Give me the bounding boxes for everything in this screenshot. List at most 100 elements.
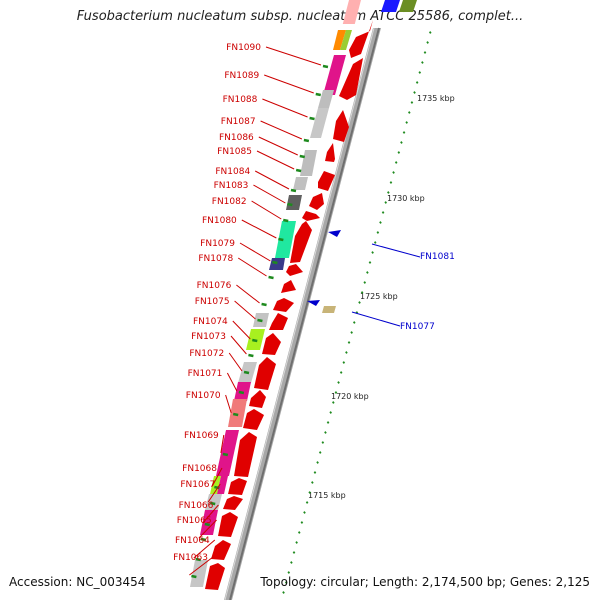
gene-label-fn1063[interactable]: FN1063 bbox=[173, 553, 208, 563]
gene-arrow[interactable] bbox=[318, 171, 335, 191]
gene-label-fn1075[interactable]: FN1075 bbox=[195, 297, 230, 307]
label-connector bbox=[230, 335, 247, 355]
gene-bar[interactable] bbox=[300, 150, 317, 176]
scale-tick bbox=[329, 411, 332, 414]
gene-bar[interactable] bbox=[399, 0, 417, 12]
gene-mark bbox=[195, 557, 202, 562]
gene-arrow[interactable] bbox=[218, 512, 238, 537]
gene-arrow[interactable] bbox=[223, 496, 243, 510]
gene-bar[interactable] bbox=[340, 30, 352, 50]
label-connector bbox=[234, 300, 256, 320]
gene-arrow[interactable] bbox=[273, 298, 294, 312]
scale-tick bbox=[410, 101, 414, 104]
gene-bar[interactable] bbox=[217, 476, 228, 494]
scale-tick bbox=[313, 471, 317, 474]
gene-bar[interactable] bbox=[342, 0, 361, 24]
gene-bar[interactable] bbox=[333, 30, 346, 50]
gene-arrow[interactable] bbox=[339, 58, 363, 100]
gene-label-fn1069[interactable]: FN1069 bbox=[184, 431, 219, 441]
gene-arrow[interactable] bbox=[234, 432, 257, 477]
gene-label-fn1071[interactable]: FN1071 bbox=[188, 369, 223, 379]
label-connector bbox=[220, 434, 225, 454]
scale-tick bbox=[418, 71, 422, 74]
gene-arrow[interactable] bbox=[349, 20, 373, 58]
gene-label-fn1066[interactable]: FN1066 bbox=[179, 501, 214, 511]
gene-bar[interactable] bbox=[310, 108, 329, 138]
gene-label-fn1082[interactable]: FN1082 bbox=[212, 197, 247, 207]
gene-bar[interactable] bbox=[190, 560, 208, 587]
gene-label-fn1067[interactable]: FN1067 bbox=[180, 480, 215, 490]
gene-arrow[interactable] bbox=[302, 211, 320, 221]
gene-arrow[interactable] bbox=[262, 333, 281, 355]
scale-tick bbox=[397, 151, 401, 154]
gene-label-fn1064[interactable]: FN1064 bbox=[175, 536, 210, 546]
gene-arrow[interactable] bbox=[286, 264, 303, 276]
gene-arrow[interactable] bbox=[205, 563, 225, 590]
gene-mark bbox=[257, 318, 263, 323]
gene-label-fn1087[interactable]: FN1087 bbox=[221, 117, 256, 127]
gene-arrow-fn1081[interactable] bbox=[328, 230, 341, 237]
scale-tick bbox=[387, 191, 390, 194]
gene-label-fn1074[interactable]: FN1074 bbox=[193, 317, 228, 327]
gene-label-fn1072[interactable]: FN1072 bbox=[189, 349, 224, 359]
scale-tick bbox=[363, 281, 367, 284]
gene-arrow[interactable] bbox=[228, 478, 247, 495]
scale-tick bbox=[324, 431, 327, 434]
gene-arrow[interactable] bbox=[211, 540, 231, 560]
label-connector bbox=[251, 200, 282, 220]
gene-label-fn1086[interactable]: FN1086 bbox=[219, 133, 254, 143]
gene-mark bbox=[309, 116, 315, 121]
gene-mark bbox=[282, 218, 289, 223]
gene-label-fn1065[interactable]: FN1065 bbox=[177, 516, 212, 526]
gene-label-fn1089[interactable]: FN1089 bbox=[224, 71, 259, 81]
gene-arrow[interactable] bbox=[243, 409, 264, 430]
gene-bar[interactable] bbox=[228, 399, 247, 427]
gene-arrow[interactable] bbox=[309, 193, 324, 210]
gene-label-fn1081[interactable]: FN1081 bbox=[420, 252, 455, 262]
gene-bar[interactable] bbox=[286, 195, 302, 210]
gene-arrow[interactable] bbox=[333, 110, 349, 142]
gene-arrow[interactable] bbox=[325, 143, 335, 162]
gene-arrow[interactable] bbox=[249, 390, 266, 408]
gene-label-fn1090[interactable]: FN1090 bbox=[226, 43, 261, 53]
label-connector bbox=[253, 184, 286, 204]
gene-label-fn1080[interactable]: FN1080 bbox=[202, 216, 237, 226]
scale-tick bbox=[297, 531, 301, 534]
gene-bar[interactable] bbox=[381, 0, 400, 12]
scale-tick bbox=[426, 41, 429, 44]
gene-mark bbox=[200, 537, 207, 542]
gene-bar[interactable] bbox=[210, 476, 221, 494]
label-connector bbox=[265, 46, 322, 66]
gene-label-fn1088[interactable]: FN1088 bbox=[223, 95, 258, 105]
gene-arrow[interactable] bbox=[281, 280, 296, 293]
gene-bar[interactable] bbox=[293, 177, 308, 190]
gene-arrow[interactable] bbox=[254, 357, 276, 390]
scale-tick bbox=[350, 331, 353, 334]
gene-mark bbox=[214, 485, 220, 490]
gene-label-fn1084[interactable]: FN1084 bbox=[215, 167, 250, 177]
gene-arrow-fn1077[interactable] bbox=[307, 300, 320, 306]
gene-label-fn1077[interactable]: FN1077 bbox=[400, 322, 435, 332]
gene-label-fn1085[interactable]: FN1085 bbox=[217, 147, 252, 157]
gene-arrow[interactable] bbox=[269, 313, 288, 330]
gene-bar[interactable] bbox=[323, 55, 346, 95]
gene-label-fn1076[interactable]: FN1076 bbox=[197, 281, 232, 291]
gene-bar[interactable] bbox=[216, 430, 239, 476]
gene-label-fn1068[interactable]: FN1068 bbox=[182, 464, 217, 474]
scale-tick bbox=[394, 161, 398, 164]
gene-bar[interactable] bbox=[318, 90, 334, 108]
label-connector bbox=[202, 504, 219, 524]
gene-label-fn1079[interactable]: FN1079 bbox=[200, 239, 235, 249]
gene-bar[interactable] bbox=[200, 510, 218, 535]
gene-arrow[interactable] bbox=[290, 221, 312, 263]
scale-tick bbox=[345, 351, 348, 354]
gene-label-fn1083[interactable]: FN1083 bbox=[214, 181, 249, 191]
gene-bar-fn1077[interactable] bbox=[322, 306, 336, 313]
gene-label-fn1078[interactable]: FN1078 bbox=[198, 254, 233, 264]
topology-summary: Topology: circular; Length: 2,174,500 bp… bbox=[260, 575, 590, 589]
scale-tick bbox=[292, 551, 296, 554]
gene-bar[interactable] bbox=[275, 221, 296, 258]
gene-label-fn1073[interactable]: FN1073 bbox=[191, 332, 226, 342]
gene-label-fn1070[interactable]: FN1070 bbox=[186, 391, 221, 401]
